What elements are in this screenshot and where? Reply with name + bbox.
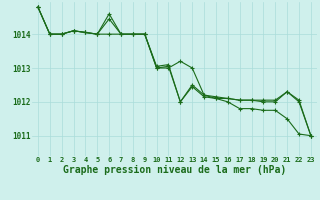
X-axis label: Graphe pression niveau de la mer (hPa): Graphe pression niveau de la mer (hPa) — [63, 165, 286, 175]
